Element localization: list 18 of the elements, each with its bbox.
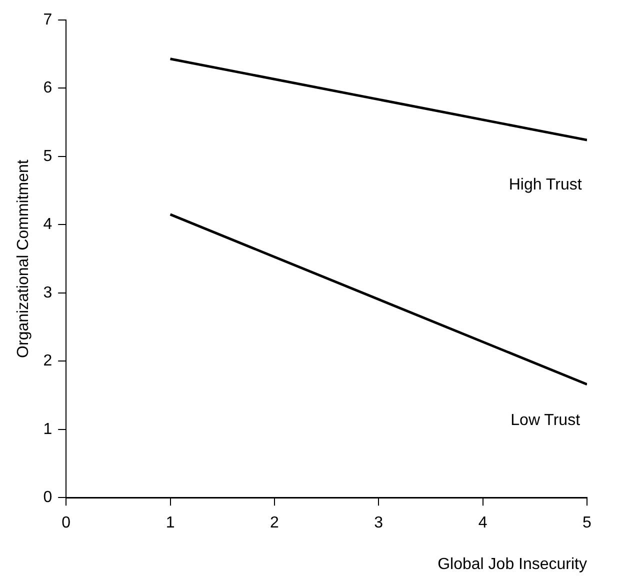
y-tick-label: 7 [43, 11, 52, 28]
x-tick-label: 2 [270, 514, 280, 532]
x-tick-label: 3 [374, 514, 384, 532]
y-tick-label: 2 [43, 352, 52, 370]
y-tick-label: 0 [43, 489, 52, 506]
x-tick-label: 1 [166, 514, 175, 532]
y-tick-label: 3 [43, 284, 52, 302]
y-axis-title: Organizational Commitment [15, 159, 32, 358]
x-axis-title: Global Job Insecurity [438, 556, 587, 573]
x-tick-label: 4 [478, 514, 488, 532]
x-tick-label: 0 [62, 514, 71, 532]
y-tick-label: 4 [43, 216, 52, 234]
y-tick-label: 6 [43, 80, 52, 97]
text: High Trust [508, 176, 582, 194]
y-tick-label: 1 [43, 420, 52, 438]
x-tick-label: 5 [582, 514, 592, 532]
series-label: Low Trust [510, 412, 581, 429]
y-tick-label: 5 [43, 148, 52, 165]
